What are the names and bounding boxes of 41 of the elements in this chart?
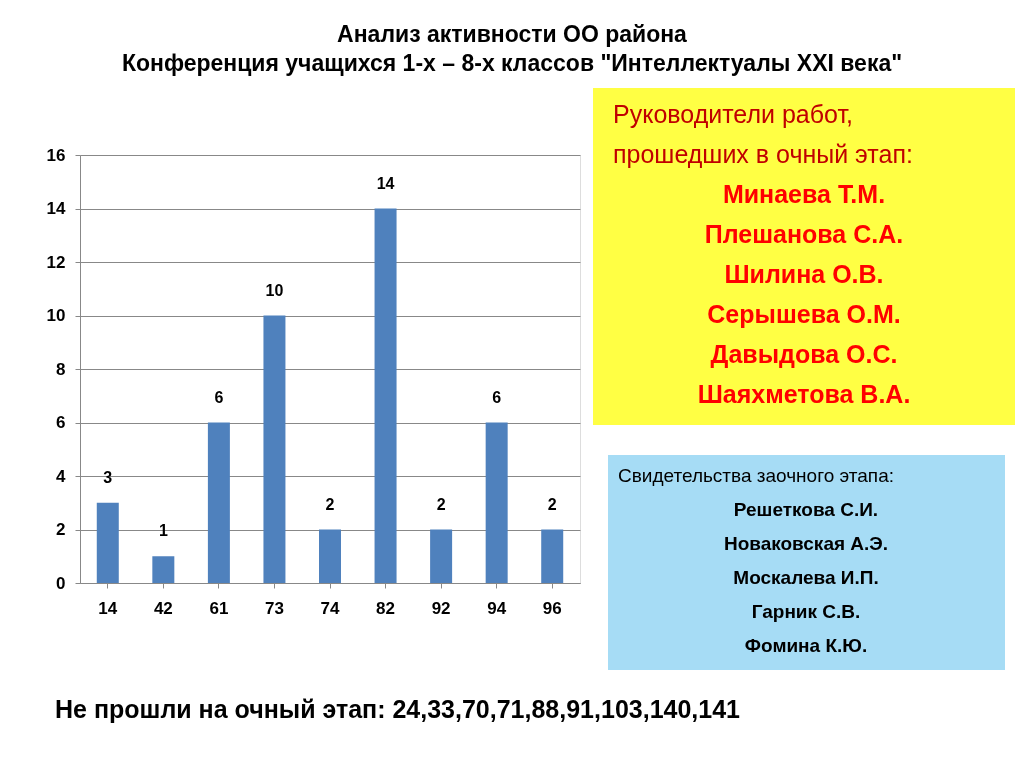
data-label: 10 <box>265 281 284 299</box>
y-tick-label: 6 <box>56 413 66 432</box>
data-label: 2 <box>436 495 446 513</box>
data-label: 2 <box>547 495 557 513</box>
bar <box>263 315 286 583</box>
bar <box>207 422 230 583</box>
text: Свидетельства заочного этапа: Решеткова С.И. Новаковская А.Э. Москалева И.П. Гарник С.В. Фомина К.Ю. <box>618 465 895 656</box>
bar <box>541 529 564 583</box>
text: Руководители работ, прошедших в очный этап: Минаева Т.М. Плешанова С.А. Шилина О.В. Серышева О.М. Давыдова О.С. Шаяхметова В.А. <box>613 100 913 408</box>
text: Не прошли на очный этап: 24,33,70,71,88,91,103,140,141 <box>55 695 741 723</box>
data-label: 2 <box>325 495 335 513</box>
y-tick-label: 2 <box>56 520 66 539</box>
data-label: 14 <box>376 174 395 192</box>
x-tick-label: 73 <box>264 598 284 618</box>
bar <box>152 556 175 583</box>
y-tick-label: 16 <box>46 145 66 165</box>
bar <box>374 208 397 583</box>
y-tick-label: 0 <box>56 573 66 593</box>
chart-subtitle: Конференция учащихся 1-х – 8-х классов "Интеллектуалы XXI века" <box>121 50 903 76</box>
x-tick-label: 92 <box>431 598 451 618</box>
x-tick-label: 61 <box>209 598 229 618</box>
x-tick-label: 42 <box>153 598 173 618</box>
x-tick-label: 74 <box>320 598 340 618</box>
bar <box>319 529 341 583</box>
bar <box>96 502 119 583</box>
data-label: 3 <box>103 468 113 486</box>
bar <box>485 422 508 583</box>
y-tick-label: 4 <box>56 466 67 486</box>
y-tick-label: 8 <box>56 359 66 379</box>
data-label: 1 <box>158 522 168 540</box>
y-tick-label: 14 <box>46 199 67 218</box>
x-tick-label: 94 <box>487 598 507 618</box>
x-tick-label: 82 <box>376 598 396 618</box>
y-tick-label: 10 <box>46 306 66 325</box>
bar <box>430 529 453 583</box>
y-tick-label: 12 <box>46 252 66 272</box>
x-tick-label: 14 <box>98 598 118 618</box>
x-tick-label: 96 <box>542 598 562 618</box>
data-label: 6 <box>214 388 224 406</box>
data-label: 6 <box>492 388 502 406</box>
chart-title: Анализ активности ОО района <box>337 21 688 47</box>
